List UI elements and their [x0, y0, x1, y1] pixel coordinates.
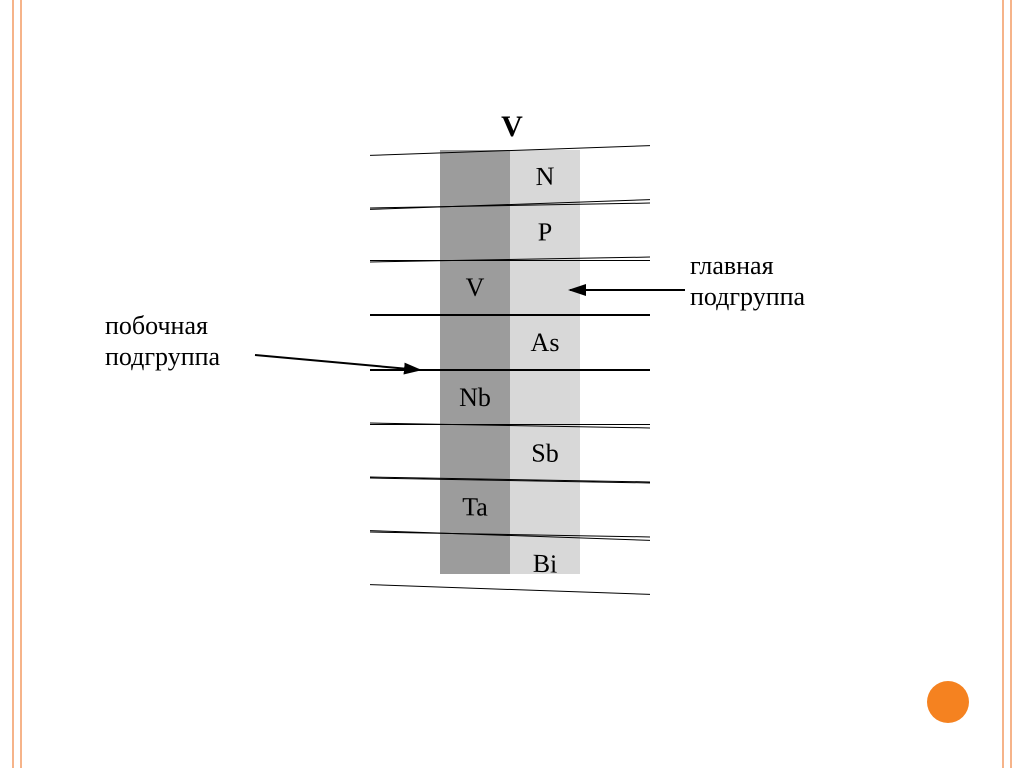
- element-secondary: [440, 425, 510, 479]
- element-main: As: [510, 316, 580, 369]
- label-main-subgroup: главная подгруппа: [690, 250, 805, 312]
- element-main: [510, 371, 580, 424]
- element-secondary: Nb: [440, 371, 510, 424]
- element-secondary: [440, 316, 510, 369]
- periodic-column: NPVAsNbSbTaBi: [370, 150, 650, 590]
- table-row: P: [370, 203, 650, 263]
- element-secondary: Ta: [440, 480, 510, 534]
- label-secondary-subgroup: побочная подгруппа: [105, 310, 220, 372]
- table-row: Bi: [370, 530, 650, 595]
- element-secondary: [440, 534, 510, 589]
- element-secondary: V: [440, 261, 510, 314]
- table-row: V: [370, 260, 650, 315]
- table-row: Sb: [370, 423, 650, 483]
- element-main: Bi: [510, 536, 580, 591]
- group-title: V: [501, 110, 523, 144]
- table-row: As: [370, 315, 650, 370]
- frame-border-right: [1002, 0, 1012, 768]
- frame-border-left: [12, 0, 22, 768]
- element-main: N: [510, 149, 580, 204]
- table-row: Nb: [370, 370, 650, 425]
- slide-dot-icon: [927, 681, 969, 723]
- element-main: P: [510, 205, 580, 259]
- table-row: Ta: [370, 478, 650, 538]
- element-main: [510, 481, 580, 535]
- table-row: N: [370, 145, 650, 210]
- element-main: Sb: [510, 426, 580, 480]
- element-secondary: [440, 151, 510, 206]
- element-secondary: [440, 206, 510, 260]
- element-main: [510, 261, 580, 314]
